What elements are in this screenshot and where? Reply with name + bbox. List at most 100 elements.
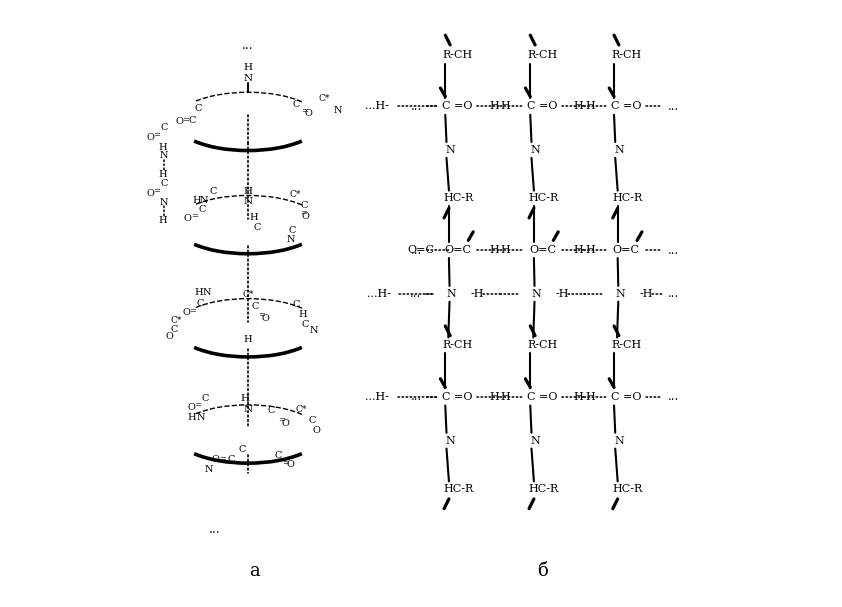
Text: H: H (250, 213, 258, 222)
Text: N: N (614, 145, 624, 155)
Text: R-CH: R-CH (527, 341, 557, 350)
Text: =: = (258, 311, 265, 320)
Text: O: O (184, 214, 191, 223)
Text: =: = (153, 187, 161, 195)
Text: ...: ... (411, 100, 422, 113)
Text: N: N (200, 196, 209, 205)
Text: =: = (282, 459, 289, 467)
Text: HC-R: HC-R (529, 194, 559, 203)
Text: C: C (302, 320, 309, 329)
Text: N: N (333, 106, 342, 115)
Text: C =O: C =O (442, 101, 472, 111)
Text: а: а (248, 561, 259, 580)
Text: HC-R: HC-R (444, 194, 474, 203)
Text: N: N (530, 436, 540, 446)
Text: C: C (268, 407, 274, 415)
Text: ...: ... (411, 390, 422, 404)
Text: HC-R: HC-R (612, 194, 642, 203)
Text: O: O (175, 117, 184, 126)
Text: H: H (489, 101, 499, 111)
Text: =: = (191, 212, 198, 221)
Text: =: = (182, 116, 189, 124)
Text: R-CH: R-CH (527, 50, 557, 59)
Text: H: H (195, 288, 203, 297)
Text: C =O: C =O (442, 392, 472, 402)
Text: C: C (195, 104, 202, 112)
Text: C =O: C =O (527, 392, 557, 402)
Text: H: H (573, 101, 584, 111)
Text: H: H (585, 392, 595, 402)
Text: N: N (530, 145, 540, 155)
Text: O: O (305, 109, 312, 118)
Text: C: C (161, 123, 168, 132)
Text: б: б (537, 561, 548, 580)
Text: N: N (616, 289, 625, 299)
Text: C =O: C =O (611, 101, 642, 111)
Text: O: O (165, 332, 173, 341)
Text: C: C (170, 325, 178, 334)
Text: C: C (288, 226, 296, 235)
Text: N: N (614, 436, 624, 446)
Text: C: C (274, 451, 282, 459)
Text: H: H (573, 245, 584, 255)
Text: =: = (153, 131, 161, 139)
Text: =: = (301, 209, 307, 218)
Text: O=C: O=C (408, 245, 434, 255)
Text: H: H (243, 336, 253, 344)
Text: H: H (573, 392, 584, 402)
Text: ...: ... (668, 390, 679, 404)
Text: N: N (445, 145, 455, 155)
Text: O: O (147, 189, 155, 197)
Text: R-CH: R-CH (611, 341, 642, 350)
Text: ...: ... (410, 287, 421, 300)
Text: H: H (500, 245, 510, 255)
Text: N: N (286, 236, 295, 244)
Text: N: N (202, 288, 211, 297)
Text: ...: ... (209, 523, 221, 536)
Text: O: O (286, 460, 295, 469)
Text: C: C (253, 223, 261, 232)
Text: O=C: O=C (444, 245, 471, 255)
Text: O: O (301, 212, 310, 220)
Text: ...: ... (411, 243, 422, 257)
Text: N: N (243, 405, 253, 414)
Text: HC-R: HC-R (444, 484, 474, 494)
Text: =: = (301, 107, 308, 115)
Text: ...H-: ...H- (365, 101, 390, 111)
Text: C*: C* (171, 316, 182, 325)
Text: -H: -H (640, 289, 653, 299)
Text: ...H-: ...H- (365, 392, 390, 402)
Text: C*: C* (242, 290, 253, 299)
Text: O=C: O=C (529, 245, 556, 255)
Text: ...: ... (668, 100, 679, 113)
Text: C: C (202, 395, 209, 403)
Text: N: N (205, 465, 213, 473)
Text: H: H (585, 245, 595, 255)
Text: R-CH: R-CH (442, 341, 472, 350)
Text: C: C (293, 100, 301, 109)
Text: C: C (209, 187, 216, 195)
Text: O: O (312, 426, 320, 435)
Text: O: O (187, 404, 195, 412)
Text: C: C (227, 455, 235, 464)
Text: =: = (219, 455, 226, 464)
Text: R-CH: R-CH (442, 50, 472, 59)
Text: H: H (158, 143, 168, 152)
Text: HC-R: HC-R (612, 484, 642, 494)
Text: H: H (243, 187, 253, 195)
Text: O: O (282, 419, 290, 427)
Text: C =O: C =O (527, 101, 557, 111)
Text: H: H (188, 413, 196, 421)
Text: N: N (160, 198, 168, 206)
Text: O: O (182, 308, 190, 317)
Text: =: = (278, 416, 285, 424)
Text: ...H-: ...H- (366, 289, 391, 299)
Text: N: N (446, 289, 456, 299)
Text: C: C (293, 300, 301, 309)
Text: C: C (199, 205, 206, 214)
Text: ...: ... (668, 243, 679, 257)
Text: H: H (158, 171, 168, 179)
Text: O: O (261, 314, 269, 322)
Text: -H: -H (556, 289, 569, 299)
Text: H: H (489, 392, 499, 402)
